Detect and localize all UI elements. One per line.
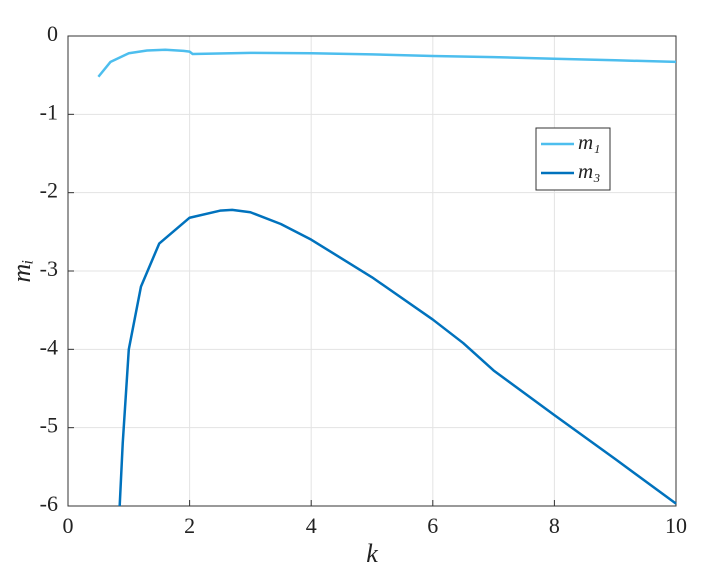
x-tick-label: 10: [665, 513, 687, 538]
y-tick-label: -6: [40, 491, 58, 516]
y-axis-label: mᵢ: [7, 260, 36, 283]
x-tick-label: 0: [63, 513, 74, 538]
y-tick-label: -1: [40, 99, 58, 124]
y-tick-label: -4: [40, 334, 58, 359]
x-tick-label: 4: [306, 513, 317, 538]
x-tick-label: 2: [184, 513, 195, 538]
series-line: [97, 48, 677, 78]
x-tick-label: 6: [427, 513, 438, 538]
legend-label: m₃: [578, 159, 600, 183]
legend-box: [535, 127, 611, 191]
y-tick-label: -2: [40, 178, 58, 203]
plot-frame: [67, 35, 677, 507]
series-line: [118, 208, 677, 507]
y-tick-label: 0: [47, 21, 58, 46]
x-tick-label: 8: [549, 513, 560, 538]
x-axis-label: k: [366, 539, 378, 568]
y-tick-label: -5: [40, 413, 58, 438]
legend-label: m₁: [578, 130, 600, 154]
y-tick-label: -3: [40, 256, 58, 281]
